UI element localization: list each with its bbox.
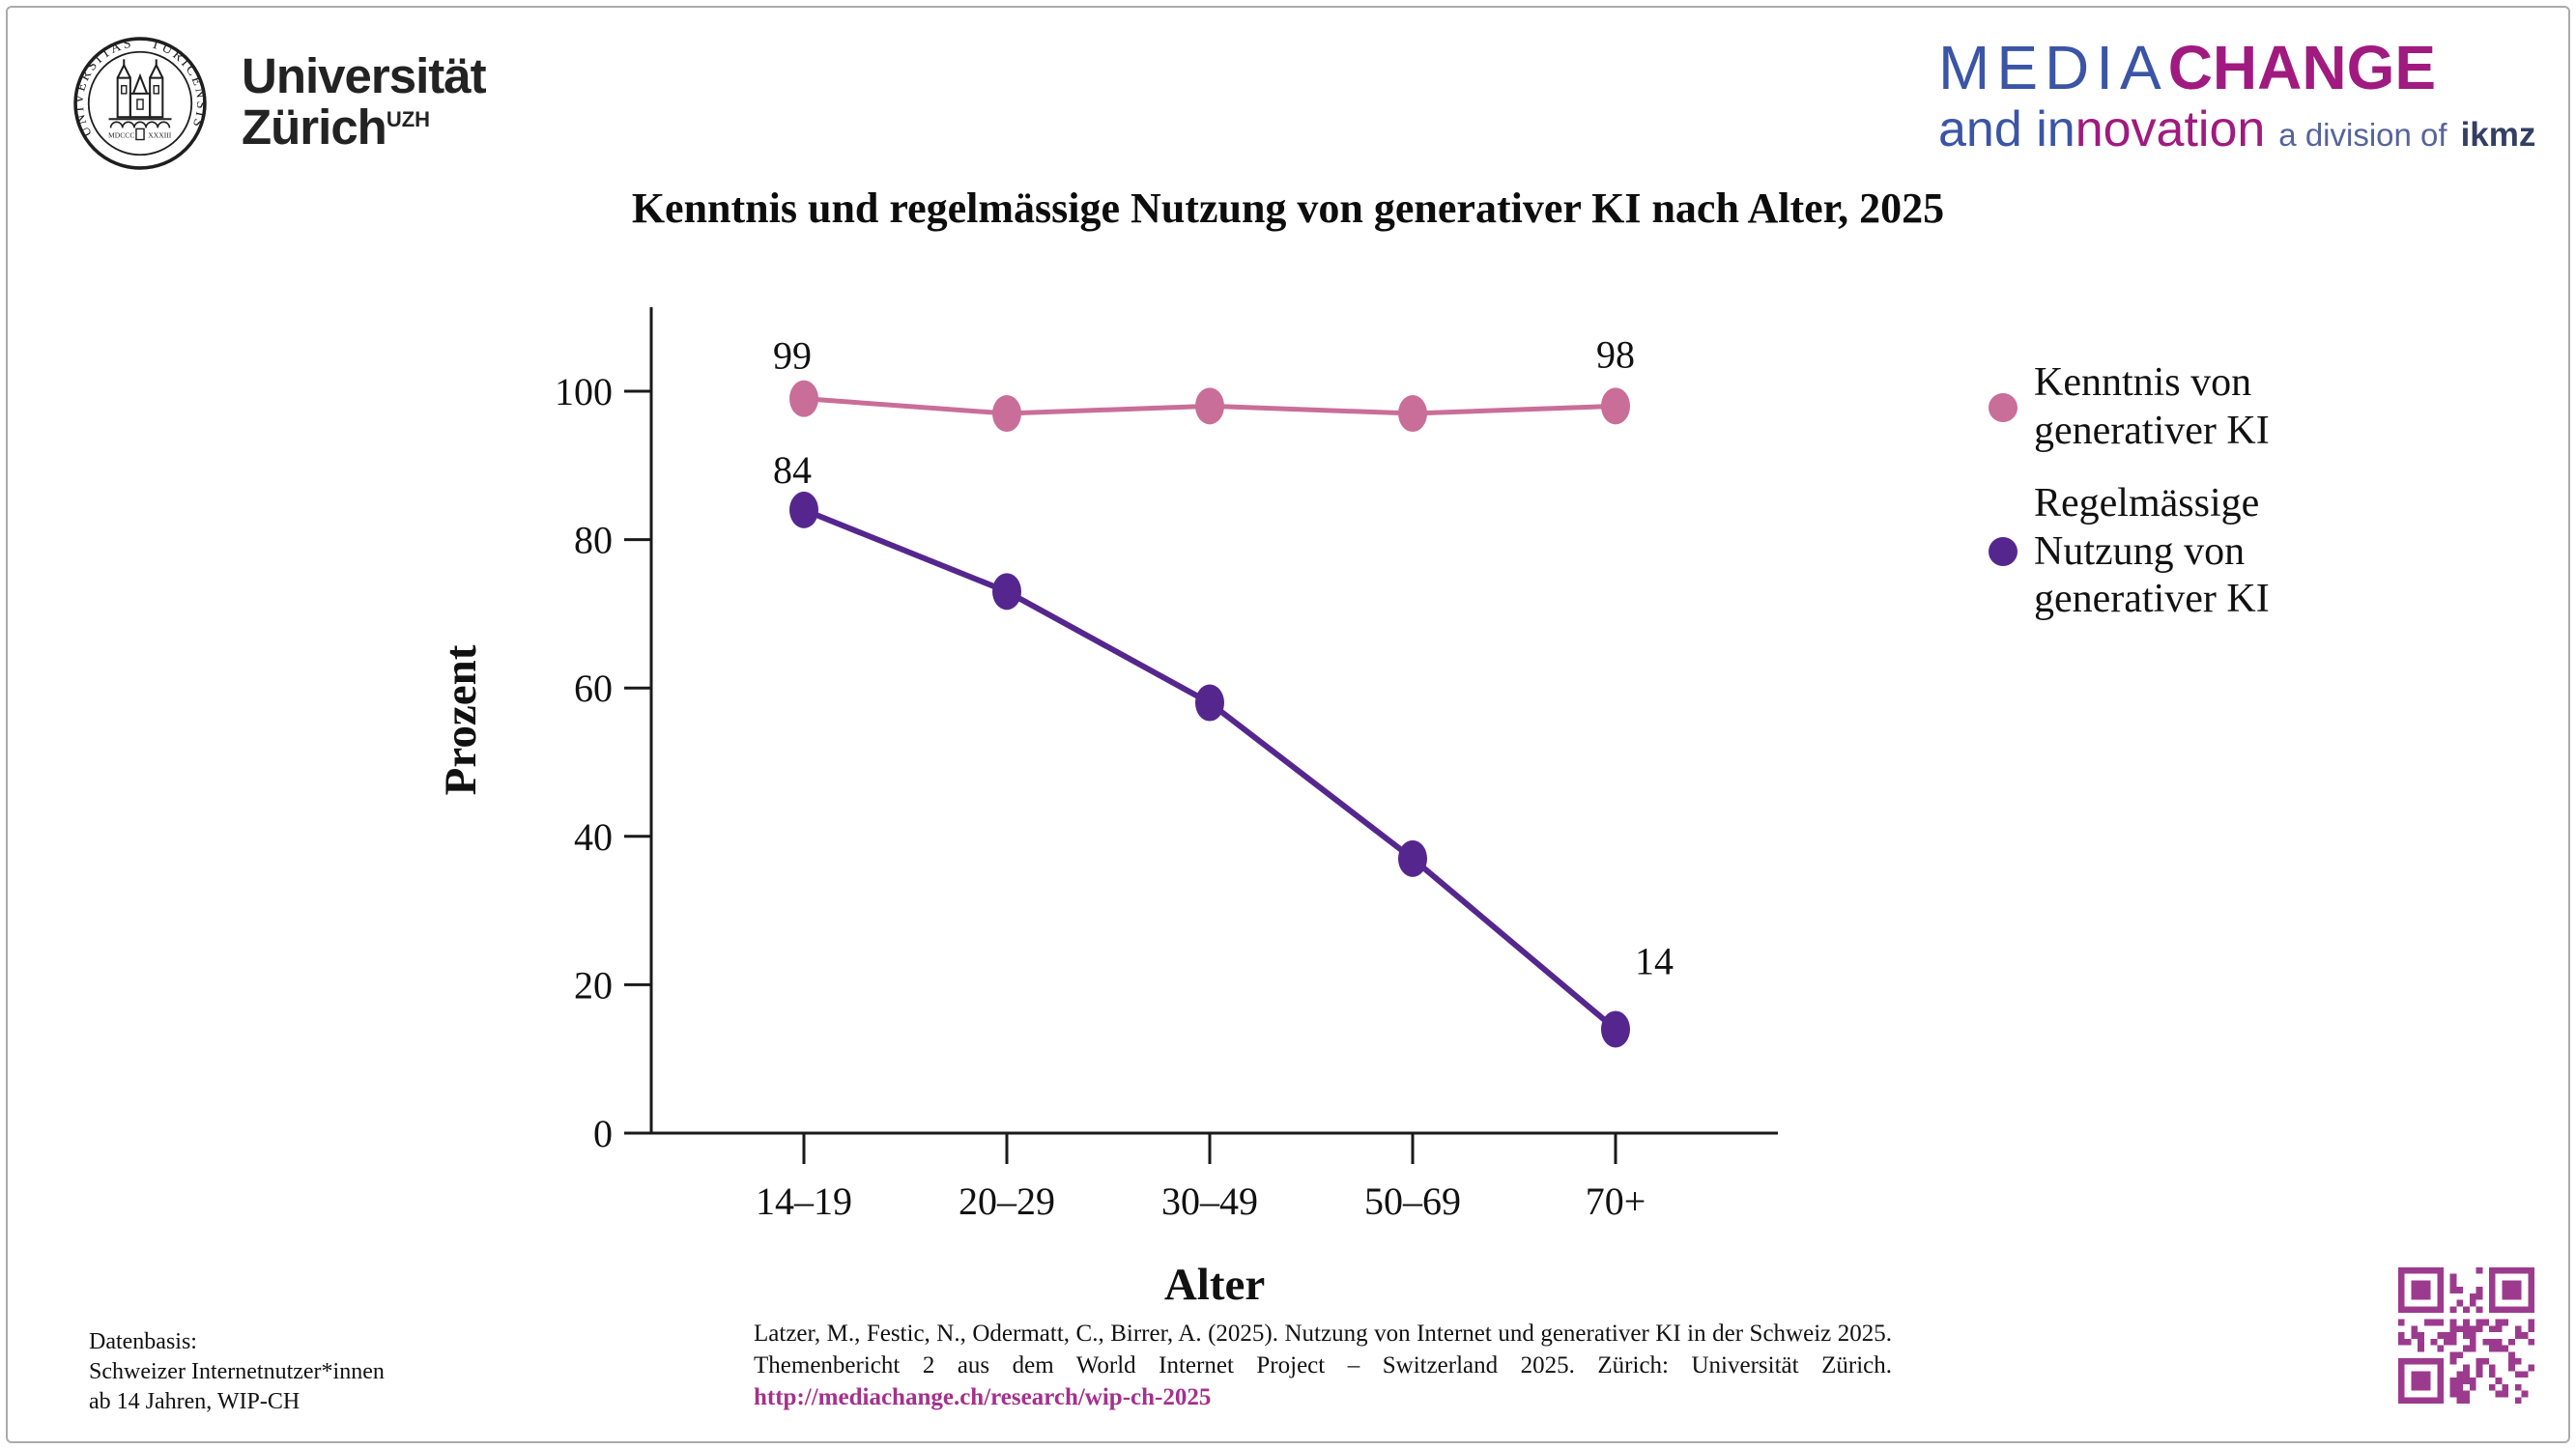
legend-label-line: Kenntnis von [2034, 360, 2252, 405]
legend-label-line: Regelmässige [2034, 481, 2260, 526]
data-point [1195, 684, 1224, 722]
x-tick-label: 70+ [1586, 1179, 1646, 1223]
mc-division-text: a division of [2278, 117, 2447, 153]
legend-item-kenntnis: Kenntnis von generativer KI [1989, 359, 2270, 455]
legend-dot-purple-icon [1989, 537, 2018, 567]
mc-media-text: MEDIA [1938, 33, 2168, 102]
legend-item-nutzung: Regelmässige Nutzung von generativer KI [1989, 480, 2270, 624]
mediachange-logo: MEDIACHANGE and innovation a division of… [1938, 37, 2535, 158]
uzh-wordmark: Universität ZürichUZH [242, 48, 487, 156]
databasis-note: Datenbasis: Schweizer Internetnutzer*inn… [89, 1327, 385, 1418]
data-point [1601, 1010, 1630, 1048]
x-axis-title: Alter [1164, 1260, 1265, 1310]
uzh-logo: UNIVERSITAS TURICENSIS MDCC [72, 35, 487, 172]
line-chart: 0 20 40 60 80 100 14–19 20–29 30–49 50–69 70+ Alter… [436, 307, 1778, 1310]
data-point [1398, 839, 1427, 877]
point-label: 99 [773, 334, 812, 378]
data-point [992, 573, 1021, 611]
legend-dot-pink-icon [1989, 392, 2018, 422]
chart-legend: Kenntnis von generativer KI Regelmässige… [1989, 359, 2270, 624]
qr-code [2398, 1267, 2534, 1404]
uzh-wordmark-line2: ZürichUZH [242, 99, 431, 156]
databasis-line: Schweizer Internetnutzer*innen [89, 1359, 385, 1385]
data-point [789, 491, 818, 528]
y-tick-label: 100 [555, 370, 613, 413]
data-point [1398, 395, 1427, 433]
legend-label-line: generativer KI [2034, 408, 2270, 453]
qr-code-icon [2398, 1267, 2534, 1404]
uzh-wordmark-line1: Universität [242, 48, 487, 103]
y-tick-label: 60 [574, 667, 613, 710]
citation-line2: Themenbericht 2 aus dem World Internet P… [754, 1352, 1892, 1378]
uzh-seal-icon: UNIVERSITAS TURICENSIS MDCC [72, 36, 207, 170]
mc-change-text: CHANGE [2167, 33, 2437, 102]
series-line-1 [802, 507, 1617, 1032]
databasis-line: ab 14 Jahren, WIP-CH [89, 1389, 301, 1415]
y-tick-label: 40 [574, 815, 613, 859]
x-tick-label: 30–49 [1161, 1179, 1258, 1223]
point-label: 14 [1635, 939, 1674, 982]
seal-text-mdccc: MDCCC [108, 131, 134, 140]
y-axis-title: Prozent [436, 644, 486, 795]
mc-and-text: and in [1938, 101, 2075, 157]
x-tick-label: 50–69 [1364, 1179, 1461, 1223]
chart-area: 0 20 40 60 80 100 14–19 20–29 30–49 50–69 70+ Alter… [386, 261, 1894, 1352]
data-point [1195, 387, 1224, 425]
seal-church-icon [108, 59, 172, 128]
seal-text-xxxiii: XXXIII [148, 131, 172, 140]
y-tick-label: 80 [574, 519, 613, 562]
y-tick-label: 20 [574, 963, 613, 1007]
data-point [992, 395, 1021, 433]
legend-label-line: Nutzung von [2034, 528, 2246, 574]
point-label: 98 [1596, 332, 1635, 376]
citation: Latzer, M., Festic, N., Odermatt, C., Bi… [754, 1318, 1892, 1413]
data-point [789, 380, 818, 417]
data-point [1601, 387, 1630, 425]
mc-novation-text: novation [2075, 101, 2266, 157]
citation-line1: Latzer, M., Festic, N., Odermatt, C., Bi… [754, 1321, 1892, 1347]
x-tick-label: 14–19 [756, 1179, 852, 1223]
mc-ikmz-text: ikmz [2460, 116, 2536, 154]
uzh-sup: UZH [386, 107, 431, 132]
x-tick-label: 20–29 [959, 1179, 1055, 1223]
citation-url-link[interactable]: http://mediachange.ch/research/wip-ch-20… [754, 1384, 1212, 1410]
page-title: Kenntnis und regelmässige Nutzung von ge… [631, 185, 1945, 232]
databasis-line: Datenbasis: [89, 1329, 197, 1354]
point-label: 84 [773, 448, 812, 492]
y-tick-label: 0 [593, 1112, 613, 1155]
legend-label-line: generativer KI [2034, 577, 2270, 622]
